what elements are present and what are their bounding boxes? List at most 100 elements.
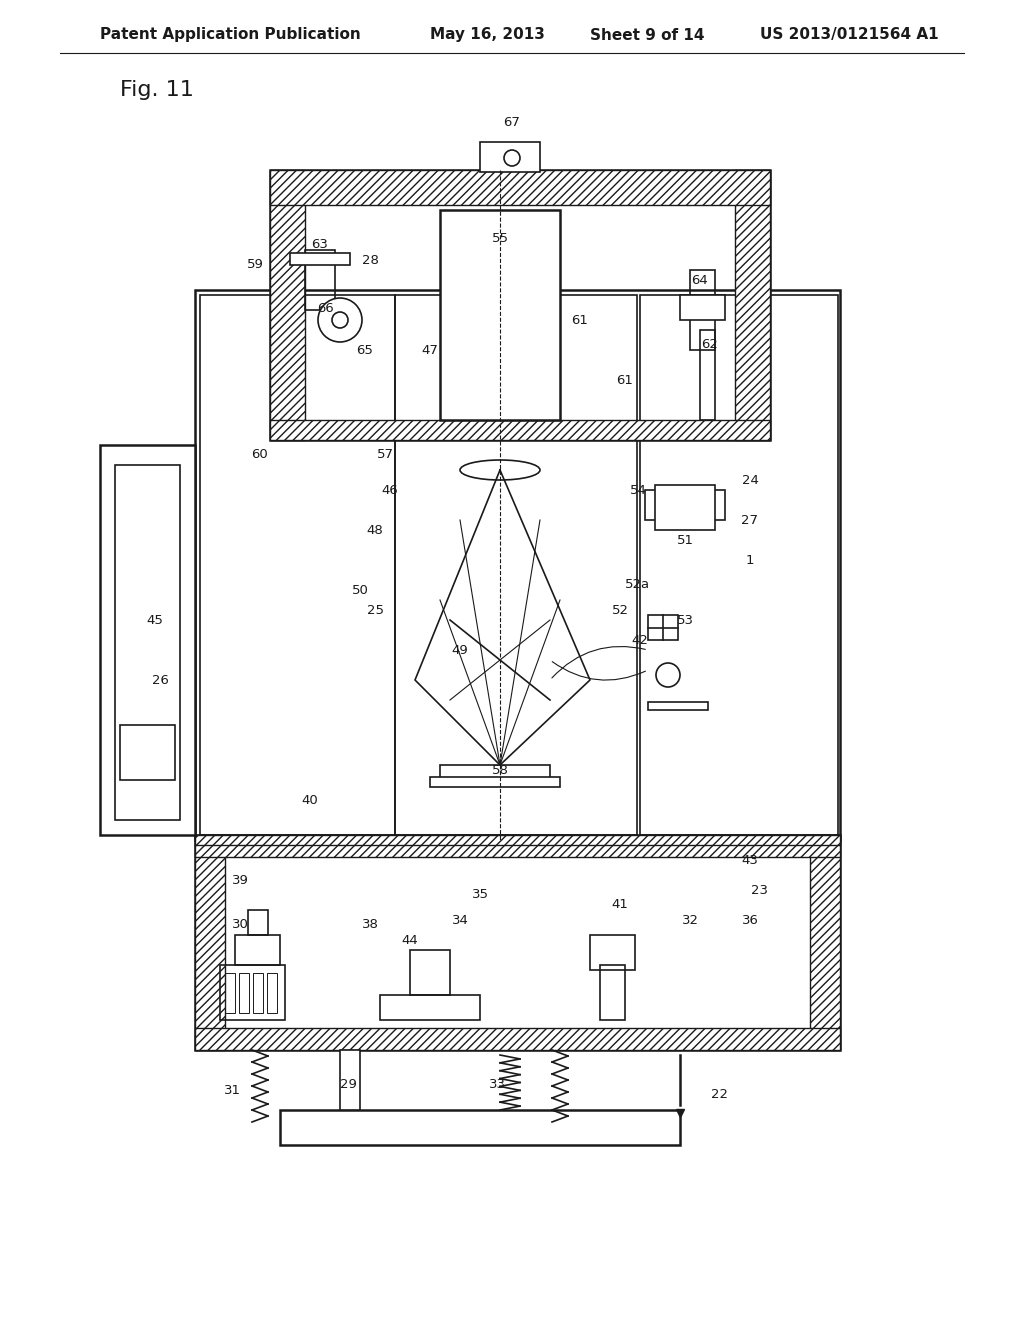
Text: Patent Application Publication: Patent Application Publication: [100, 28, 360, 42]
Text: 40: 40: [302, 793, 318, 807]
Text: 59: 59: [247, 259, 263, 272]
Text: 61: 61: [616, 374, 634, 387]
Text: Fig. 11: Fig. 11: [120, 81, 194, 100]
Bar: [248, 909, 268, 935]
Bar: [645, 490, 725, 520]
Text: 61: 61: [571, 314, 589, 326]
Bar: [195, 836, 225, 1049]
Bar: [280, 1110, 680, 1144]
Circle shape: [318, 298, 362, 342]
Text: 45: 45: [146, 614, 164, 627]
Text: 42: 42: [632, 634, 648, 647]
Text: 52: 52: [611, 603, 629, 616]
Text: 32: 32: [682, 913, 698, 927]
Text: 41: 41: [611, 899, 629, 912]
Text: 53: 53: [677, 614, 693, 627]
Bar: [600, 965, 625, 1020]
Text: Sheet 9 of 14: Sheet 9 of 14: [590, 28, 705, 42]
Bar: [480, 143, 540, 172]
Circle shape: [504, 150, 520, 166]
Bar: [430, 777, 560, 787]
Bar: [270, 170, 770, 440]
Text: 36: 36: [741, 913, 759, 927]
Bar: [234, 935, 280, 965]
Bar: [640, 294, 838, 836]
Bar: [648, 702, 708, 710]
Text: 39: 39: [231, 874, 249, 887]
Text: 62: 62: [701, 338, 719, 351]
Bar: [195, 836, 840, 845]
Text: 58: 58: [492, 763, 509, 776]
Bar: [440, 766, 550, 780]
Text: 54: 54: [630, 483, 646, 496]
Text: 27: 27: [741, 513, 759, 527]
Bar: [115, 465, 180, 820]
Bar: [648, 615, 678, 640]
Bar: [440, 210, 560, 420]
Text: 26: 26: [152, 673, 168, 686]
Bar: [120, 725, 175, 780]
Text: 50: 50: [351, 583, 369, 597]
Bar: [100, 445, 195, 836]
Bar: [195, 836, 840, 857]
Text: 65: 65: [356, 343, 374, 356]
Bar: [340, 1049, 360, 1110]
Bar: [680, 294, 725, 319]
Bar: [735, 170, 770, 440]
Bar: [239, 973, 249, 1012]
Text: US 2013/0121564 A1: US 2013/0121564 A1: [760, 28, 939, 42]
Bar: [410, 950, 450, 995]
Text: 60: 60: [252, 449, 268, 462]
Text: 48: 48: [367, 524, 383, 536]
Text: 47: 47: [422, 343, 438, 356]
Text: 52a: 52a: [626, 578, 650, 591]
Text: 66: 66: [316, 301, 334, 314]
Text: 38: 38: [361, 919, 379, 932]
Bar: [590, 935, 635, 970]
Text: 33: 33: [488, 1078, 506, 1092]
Bar: [380, 995, 480, 1020]
Circle shape: [332, 312, 348, 327]
Text: May 16, 2013: May 16, 2013: [430, 28, 545, 42]
Bar: [395, 294, 637, 836]
Bar: [690, 271, 715, 350]
Bar: [200, 294, 395, 836]
Text: 57: 57: [377, 449, 393, 462]
Bar: [270, 170, 305, 440]
Circle shape: [656, 663, 680, 686]
Text: 63: 63: [311, 239, 329, 252]
Bar: [305, 249, 335, 310]
Text: 34: 34: [452, 913, 468, 927]
Bar: [810, 836, 840, 1049]
Bar: [195, 836, 840, 1049]
Text: 30: 30: [231, 919, 249, 932]
Text: 22: 22: [712, 1089, 728, 1101]
Bar: [253, 973, 263, 1012]
Text: 64: 64: [691, 273, 709, 286]
Text: 31: 31: [223, 1084, 241, 1097]
Ellipse shape: [460, 459, 540, 480]
Text: 67: 67: [504, 116, 520, 128]
Bar: [700, 330, 715, 420]
Bar: [195, 1028, 840, 1049]
Bar: [220, 965, 285, 1020]
Text: 28: 28: [361, 253, 379, 267]
Text: 46: 46: [382, 483, 398, 496]
Bar: [267, 973, 278, 1012]
Bar: [655, 484, 715, 531]
Bar: [270, 170, 770, 205]
Text: 51: 51: [677, 533, 693, 546]
Bar: [290, 253, 350, 265]
Text: 23: 23: [752, 883, 768, 896]
Text: 24: 24: [741, 474, 759, 487]
Bar: [195, 290, 840, 840]
Text: 35: 35: [471, 888, 488, 902]
Text: 44: 44: [401, 933, 419, 946]
Bar: [270, 420, 770, 440]
Text: 25: 25: [367, 603, 384, 616]
Text: 1: 1: [745, 553, 755, 566]
Text: 43: 43: [741, 854, 759, 866]
Text: 49: 49: [452, 644, 468, 656]
Bar: [225, 973, 234, 1012]
Text: 55: 55: [492, 231, 509, 244]
